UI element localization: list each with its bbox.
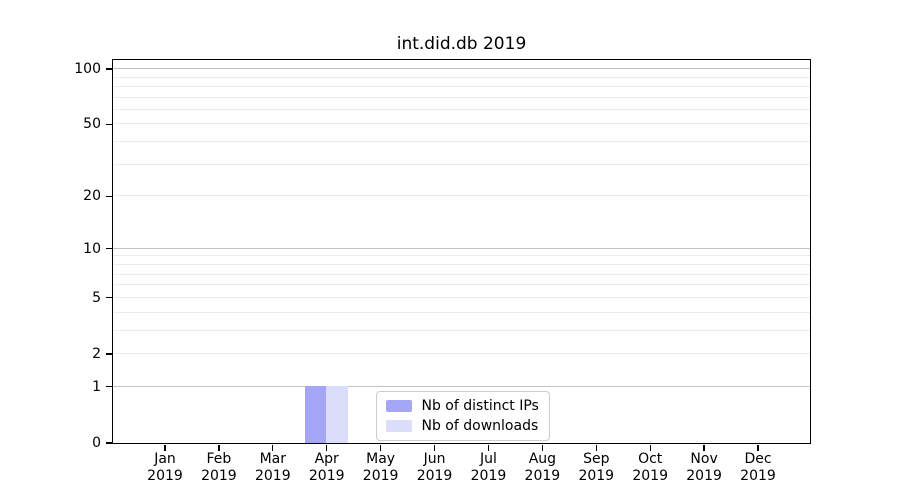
minor-gridline bbox=[112, 96, 810, 98]
minor-gridline bbox=[112, 163, 810, 165]
y-tick-label: 1 bbox=[92, 378, 101, 395]
minor-gridline bbox=[112, 329, 810, 331]
legend-label: Nb of downloads bbox=[421, 417, 539, 434]
x-tick-month: Mar bbox=[259, 451, 287, 467]
x-tick-year: 2019 bbox=[740, 468, 776, 484]
y-tick-label: 10 bbox=[83, 240, 101, 257]
x-tick-month: Nov bbox=[690, 451, 718, 467]
x-tick-month: Oct bbox=[638, 451, 663, 467]
legend-swatch bbox=[385, 399, 412, 412]
x-tick-mark bbox=[164, 444, 166, 451]
x-tick-mark bbox=[433, 444, 436, 451]
minor-gridline bbox=[112, 76, 810, 78]
x-tick-year: 2019 bbox=[632, 468, 668, 484]
minor-gridline bbox=[112, 352, 810, 354]
x-tick-month: Jul bbox=[480, 451, 497, 467]
x-tick-month: May bbox=[366, 451, 396, 467]
y-tick-label: 100 bbox=[74, 61, 101, 78]
x-tick-year: 2019 bbox=[201, 468, 237, 484]
x-tick-label: Oct 2019 bbox=[622, 451, 678, 485]
legend: Nb of distinct IPs Nb of downloads bbox=[375, 390, 550, 441]
y-tick-label: 0 bbox=[92, 435, 101, 451]
minor-gridline bbox=[112, 273, 810, 275]
x-tick-label: Mar 2019 bbox=[245, 451, 301, 485]
x-tick-year: 2019 bbox=[524, 468, 561, 484]
x-tick-month: Feb bbox=[206, 451, 232, 467]
x-tick-month: Sep bbox=[583, 451, 610, 467]
x-tick-mark bbox=[379, 444, 382, 451]
chart-title: int.did.db 2019 bbox=[396, 34, 527, 54]
x-tick-mark bbox=[487, 444, 490, 451]
x-tick-year: 2019 bbox=[308, 468, 345, 484]
y-tick-label: 5 bbox=[92, 289, 101, 306]
x-tick-mark bbox=[326, 444, 328, 451]
x-tick-mark bbox=[757, 444, 759, 451]
x-tick-label: Jul 2019 bbox=[460, 451, 516, 485]
x-tick-year: 2019 bbox=[254, 468, 291, 484]
x-tick-mark bbox=[541, 444, 543, 451]
x-tick-label: Sep 2019 bbox=[568, 451, 624, 485]
major-gridline bbox=[112, 385, 810, 387]
x-tick-mark bbox=[272, 444, 274, 451]
minor-gridline bbox=[112, 195, 810, 197]
x-tick-label: Jun 2019 bbox=[407, 451, 463, 485]
minor-gridline bbox=[112, 123, 810, 125]
y-tick-label: 20 bbox=[83, 188, 101, 205]
x-tick-month: Jun bbox=[423, 451, 446, 467]
bar-apr-2019-1 bbox=[326, 386, 348, 443]
bar-apr-2019-0 bbox=[304, 386, 327, 443]
x-tick-year: 2019 bbox=[470, 468, 507, 484]
x-tick-mark bbox=[595, 444, 597, 451]
x-tick-month: Apr bbox=[314, 451, 339, 467]
plot-area: Nb of distinct IPs Nb of downloads bbox=[111, 58, 811, 444]
legend-entry: Nb of distinct IPs bbox=[385, 397, 539, 414]
x-tick-year: 2019 bbox=[686, 468, 722, 484]
x-tick-year: 2019 bbox=[362, 468, 399, 484]
x-tick-year: 2019 bbox=[147, 468, 183, 484]
x-tick-month: Dec bbox=[744, 451, 772, 467]
x-tick-label: Apr 2019 bbox=[299, 451, 355, 485]
minor-gridline bbox=[112, 284, 810, 286]
minor-gridline bbox=[112, 255, 810, 257]
y-tick-label: 2 bbox=[92, 345, 101, 362]
x-tick-year: 2019 bbox=[416, 468, 453, 484]
major-gridline bbox=[112, 247, 810, 249]
x-tick-month: Jan bbox=[154, 451, 176, 467]
x-tick-mark bbox=[649, 444, 651, 451]
major-gridline bbox=[112, 68, 810, 70]
minor-gridline bbox=[112, 311, 810, 313]
x-tick-year: 2019 bbox=[578, 468, 615, 484]
x-tick-label: May 2019 bbox=[353, 451, 409, 485]
minor-gridline bbox=[112, 85, 810, 87]
x-tick-label: Dec 2019 bbox=[730, 451, 786, 485]
x-tick-month: Aug bbox=[528, 451, 557, 467]
minor-gridline bbox=[112, 296, 810, 298]
minor-gridline bbox=[112, 263, 810, 265]
minor-gridline bbox=[112, 141, 810, 143]
x-tick-mark bbox=[703, 444, 705, 451]
legend-label: Nb of distinct IPs bbox=[421, 397, 539, 414]
legend-swatch bbox=[385, 419, 412, 432]
legend-entry: Nb of downloads bbox=[385, 417, 539, 434]
x-tick-label: Nov 2019 bbox=[676, 451, 732, 485]
x-tick-label: Aug 2019 bbox=[514, 451, 570, 485]
x-tick-label: Jan 2019 bbox=[137, 451, 193, 485]
y-tick-label: 50 bbox=[83, 116, 101, 133]
x-tick-mark bbox=[218, 444, 220, 451]
minor-gridline bbox=[112, 108, 810, 110]
x-tick-label: Feb 2019 bbox=[191, 451, 247, 485]
